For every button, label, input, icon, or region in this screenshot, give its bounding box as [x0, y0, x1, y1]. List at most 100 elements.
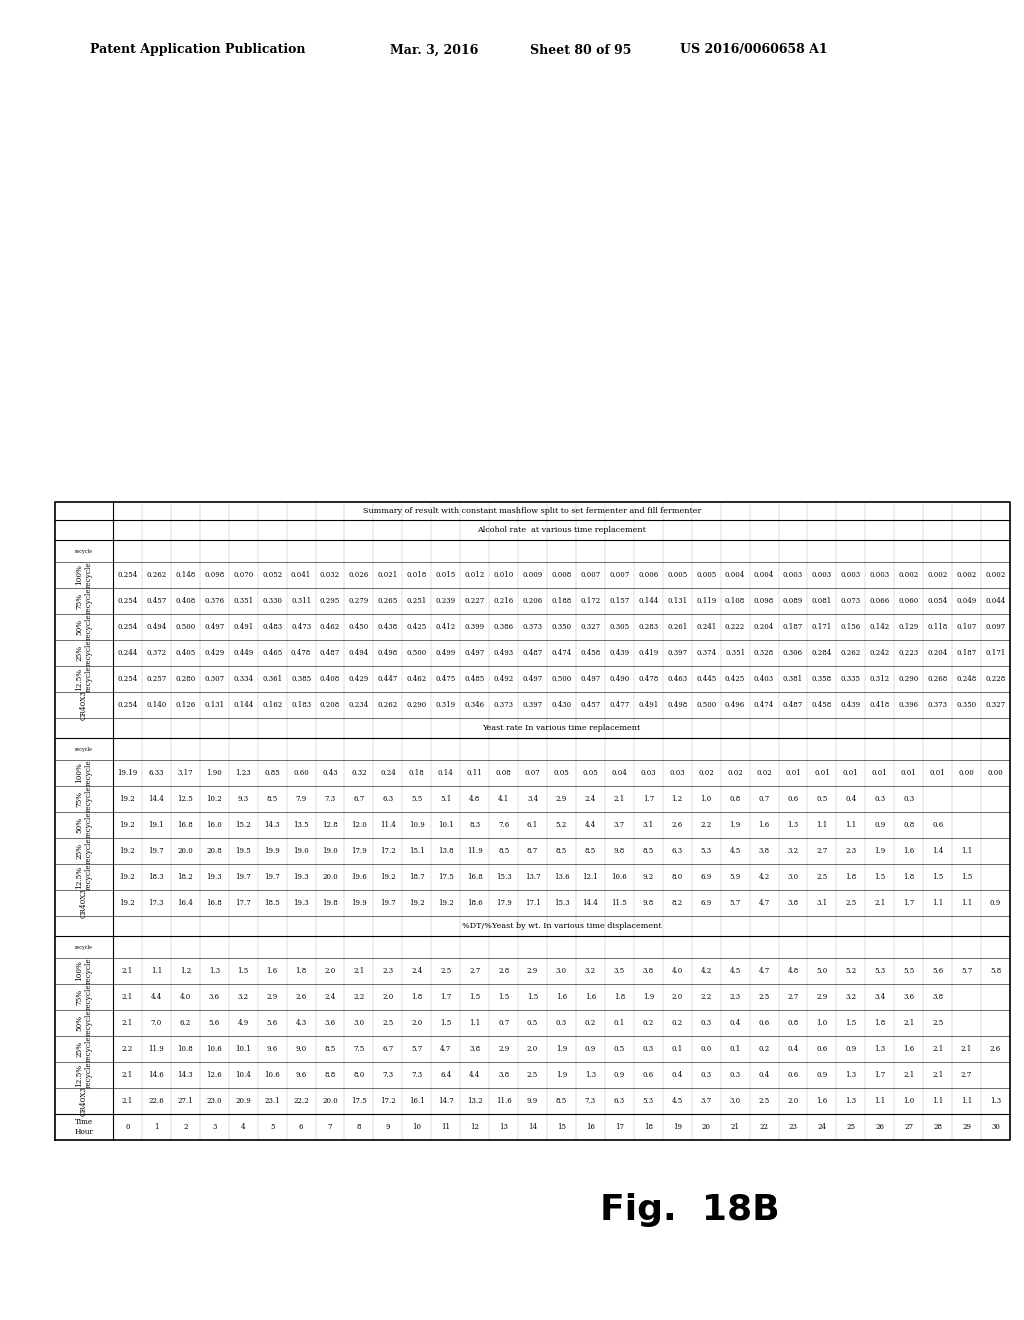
Text: 0.430: 0.430 [552, 701, 571, 709]
Text: 0.449: 0.449 [233, 649, 253, 657]
Text: 15.2: 15.2 [236, 821, 251, 829]
Text: 18: 18 [644, 1123, 653, 1131]
Text: 1.90: 1.90 [207, 770, 222, 777]
Text: 16.8: 16.8 [467, 873, 482, 880]
Text: 0.126: 0.126 [175, 701, 196, 709]
Text: 22: 22 [760, 1123, 769, 1131]
Text: 0.227: 0.227 [465, 597, 484, 605]
Text: 0.251: 0.251 [407, 597, 427, 605]
Text: 0.7: 0.7 [759, 795, 770, 803]
Text: 11: 11 [441, 1123, 451, 1131]
Text: 3.8: 3.8 [469, 1045, 480, 1053]
Text: 0.2: 0.2 [643, 1019, 654, 1027]
Text: 18.7: 18.7 [409, 873, 425, 880]
Text: 0.005: 0.005 [696, 572, 717, 579]
Text: 0.373: 0.373 [494, 701, 514, 709]
Text: 50%
recycle: 50% recycle [76, 614, 92, 640]
Text: 50%
recycle: 50% recycle [76, 812, 92, 838]
Text: 17.1: 17.1 [524, 899, 541, 907]
Text: 0.234: 0.234 [349, 701, 369, 709]
Text: 8.5: 8.5 [325, 1045, 336, 1053]
Text: 0.462: 0.462 [319, 623, 340, 631]
Text: 0.204: 0.204 [928, 649, 948, 657]
Text: 0.239: 0.239 [435, 597, 456, 605]
Text: 0.458: 0.458 [812, 701, 833, 709]
Text: 2.5: 2.5 [845, 899, 856, 907]
Text: 0.6: 0.6 [643, 1071, 654, 1078]
Text: 0.148: 0.148 [175, 572, 196, 579]
Text: 4: 4 [241, 1123, 246, 1131]
Text: 19.0: 19.0 [323, 847, 338, 855]
Text: 1.3: 1.3 [787, 821, 799, 829]
Text: 13.6: 13.6 [554, 873, 569, 880]
Text: 0.208: 0.208 [319, 701, 340, 709]
Text: 4.1: 4.1 [498, 795, 509, 803]
Text: 0.01: 0.01 [930, 770, 945, 777]
Text: 7: 7 [328, 1123, 332, 1131]
Text: 18.2: 18.2 [177, 873, 194, 880]
Text: 0.002: 0.002 [899, 572, 919, 579]
Text: 6: 6 [299, 1123, 303, 1131]
Text: 13: 13 [499, 1123, 508, 1131]
Text: 7.6: 7.6 [498, 821, 509, 829]
Text: 27.1: 27.1 [177, 1097, 194, 1105]
Text: 1.6: 1.6 [556, 993, 567, 1001]
Text: 8.5: 8.5 [556, 1097, 567, 1105]
Text: 2.2: 2.2 [700, 993, 712, 1001]
Text: 0.351: 0.351 [233, 597, 253, 605]
Text: 0.9: 0.9 [845, 1045, 856, 1053]
Text: 0.248: 0.248 [956, 675, 977, 682]
Text: 1.5: 1.5 [845, 1019, 856, 1027]
Text: 0.254: 0.254 [118, 675, 137, 682]
Text: 0.254: 0.254 [118, 701, 137, 709]
Text: 17.3: 17.3 [148, 899, 164, 907]
Text: %DT/%Yeast by wt. In various time displacement: %DT/%Yeast by wt. In various time displa… [462, 921, 662, 931]
Text: 3: 3 [212, 1123, 216, 1131]
Text: 0.223: 0.223 [899, 649, 919, 657]
Text: 2.4: 2.4 [412, 968, 423, 975]
Text: 10.2: 10.2 [207, 795, 222, 803]
Text: 4.4: 4.4 [469, 1071, 480, 1078]
Text: 1.1: 1.1 [932, 899, 943, 907]
Text: 2.4: 2.4 [325, 993, 336, 1001]
Text: 0.373: 0.373 [928, 701, 947, 709]
Text: 19.7: 19.7 [236, 873, 251, 880]
Text: 20: 20 [701, 1123, 711, 1131]
Text: 0.00: 0.00 [958, 770, 975, 777]
Text: 19.6: 19.6 [351, 873, 367, 880]
Text: 10.1: 10.1 [236, 1045, 251, 1053]
Text: 0.012: 0.012 [465, 572, 484, 579]
Text: 0.00: 0.00 [988, 770, 1004, 777]
Text: 0.283: 0.283 [638, 623, 658, 631]
Text: 75%
recycle: 75% recycle [76, 983, 92, 1010]
Text: 0.098: 0.098 [204, 572, 224, 579]
Text: 5.7: 5.7 [412, 1045, 423, 1053]
Text: 0.351: 0.351 [725, 649, 745, 657]
Text: 1.0: 1.0 [816, 1019, 827, 1027]
Text: 1.1: 1.1 [932, 1097, 943, 1105]
Text: 1.5: 1.5 [238, 968, 249, 975]
Text: 0.290: 0.290 [899, 675, 919, 682]
Text: 19.2: 19.2 [120, 795, 135, 803]
Text: 6.7: 6.7 [382, 1045, 393, 1053]
Text: 0.188: 0.188 [551, 597, 571, 605]
Text: CR40X3: CR40X3 [80, 1086, 88, 1115]
Text: 1.5: 1.5 [498, 993, 509, 1001]
Text: 14.3: 14.3 [264, 821, 280, 829]
Text: 3.4: 3.4 [874, 993, 886, 1001]
Text: 12: 12 [470, 1123, 479, 1131]
Text: 3.5: 3.5 [613, 968, 625, 975]
Text: 2.1: 2.1 [961, 1045, 972, 1053]
Text: 0.18: 0.18 [409, 770, 425, 777]
Text: 0.097: 0.097 [985, 623, 1006, 631]
Text: 1.8: 1.8 [903, 873, 914, 880]
Text: 0.2: 0.2 [759, 1045, 770, 1053]
Text: 0.222: 0.222 [725, 623, 745, 631]
Text: 0.478: 0.478 [291, 649, 311, 657]
Text: 3.6: 3.6 [325, 1019, 336, 1027]
Text: Mar. 3, 2016: Mar. 3, 2016 [390, 44, 478, 57]
Text: 17.5: 17.5 [438, 873, 454, 880]
Text: 19.19: 19.19 [118, 770, 137, 777]
Text: CR40X3: CR40X3 [80, 690, 88, 719]
Text: 19.2: 19.2 [120, 847, 135, 855]
